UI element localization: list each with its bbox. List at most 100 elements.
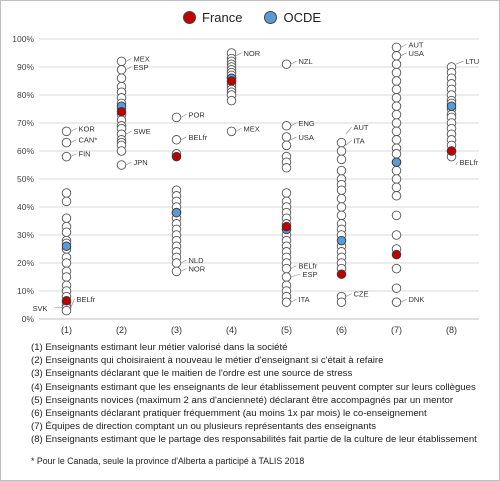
country-point [391, 297, 402, 307]
country-point [391, 93, 402, 103]
note-5: (5) Enseignants novices (maximum 2 ans d… [31, 394, 454, 406]
country-annotation: NZL [299, 57, 313, 66]
y-tick-label: 0% [22, 314, 35, 324]
country-point [281, 163, 292, 173]
country-point [336, 193, 347, 204]
country-annotation: ITA [354, 136, 365, 145]
note-3: (3) Enseignants déclarant que le maitien… [31, 368, 353, 380]
france-point [61, 296, 72, 306]
country-point [336, 297, 347, 307]
country-point [61, 227, 72, 237]
annotation-leader [180, 136, 187, 141]
country-point [116, 65, 127, 75]
annotation-leader [290, 273, 301, 278]
country-point [171, 266, 182, 277]
x-tick-label: (3) [171, 325, 182, 335]
country-annotation: USA [409, 49, 424, 58]
country-point [171, 112, 182, 123]
annotation-leader [70, 298, 75, 308]
country-annotation: AUT [354, 123, 369, 132]
country-point [336, 154, 347, 165]
y-tick-label: 100% [12, 34, 34, 44]
annotation-leader [345, 140, 352, 146]
country-annotation: ITA [299, 295, 310, 304]
note-8: (8) Enseignants estimant que le partage … [31, 434, 477, 446]
annotation-leader [290, 60, 297, 65]
country-annotation: BELfr [77, 295, 96, 304]
country-point [391, 42, 402, 53]
footnote: * Pour le Canada, seule la province d'Al… [31, 456, 305, 466]
annotation-leader [180, 259, 187, 264]
annotation-leader [400, 44, 407, 48]
note-1: (1) Enseignants estimant leur métier val… [31, 342, 288, 353]
france-point [281, 221, 292, 232]
country-point [281, 59, 292, 69]
country-point [336, 146, 347, 156]
country-point [336, 210, 347, 221]
annotation-leader [455, 60, 464, 65]
legend-label-france: France [202, 9, 243, 25]
annotation-leader [125, 66, 132, 71]
annotation-leader [345, 293, 352, 297]
ocde-point [61, 241, 72, 251]
country-point [391, 101, 402, 111]
x-tick-label: (8) [446, 325, 457, 335]
x-tick-label: (7) [391, 325, 402, 335]
country-point [336, 202, 347, 212]
country-annotation: LTU [466, 57, 480, 66]
annotation-leader [290, 265, 297, 269]
france-point [336, 269, 347, 279]
annotation-leader [345, 127, 352, 135]
chart-legend: France OCDE [183, 7, 343, 27]
country-point [391, 210, 402, 221]
annotation-leader [180, 114, 187, 118]
note-2: (2) Enseignants qui choisiraient à nouve… [31, 355, 384, 367]
y-tick-label: 10% [17, 286, 34, 296]
country-annotation: ENG [299, 119, 315, 128]
country-point [226, 126, 237, 137]
france-point [226, 76, 237, 86]
country-point [61, 272, 72, 282]
country-annotation: POR [189, 110, 206, 119]
france-marker-icon [183, 10, 196, 24]
x-tick-label: (2) [116, 325, 127, 335]
country-annotation: BELfr [189, 133, 208, 142]
country-point [281, 121, 292, 131]
country-point [391, 118, 402, 128]
country-point [391, 67, 402, 78]
country-annotation: NLD [189, 256, 205, 265]
ocde-point [446, 101, 457, 111]
country-point [61, 188, 72, 198]
x-tick-label: (5) [281, 325, 292, 335]
annotation-leader [400, 52, 407, 57]
country-point [61, 196, 72, 207]
country-point [61, 126, 72, 137]
country-point [336, 185, 347, 195]
y-tick-label: 60% [17, 146, 34, 156]
x-tick-label: (6) [336, 325, 347, 335]
country-point [281, 140, 292, 151]
country-point [61, 151, 72, 162]
country-annotation: JPN [134, 158, 148, 167]
country-annotation: DNK [409, 295, 425, 304]
france-point [446, 146, 457, 156]
country-point [171, 135, 182, 145]
y-tick-label: 70% [17, 118, 34, 128]
country-point [391, 126, 402, 137]
country-point [281, 188, 292, 198]
note-6: (6) Enseignants déclarant pratiquer fréq… [31, 408, 427, 420]
country-annotation: ESP [303, 270, 318, 279]
country-point [281, 297, 292, 307]
france-point [391, 249, 402, 260]
country-annotation: BELfr [460, 158, 479, 167]
country-point [61, 213, 72, 223]
country-point [391, 135, 402, 145]
note-7: (7) Équipes de direction comptant un ou … [31, 421, 377, 433]
country-point [336, 137, 347, 148]
country-point [336, 165, 347, 176]
country-annotation: ESP [134, 63, 149, 72]
y-tick-label: 40% [17, 202, 34, 212]
country-point [281, 272, 292, 282]
annotation-leader [70, 153, 77, 157]
y-tick-label: 20% [17, 258, 34, 268]
